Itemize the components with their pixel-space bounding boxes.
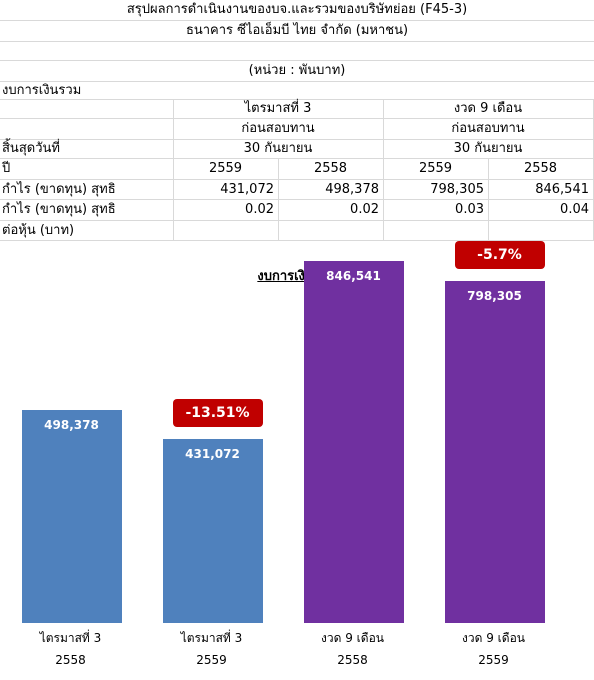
net-profit-label[interactable]: กำไร (ขาดทุน) สุทธิ (2, 182, 116, 197)
chart-bar[interactable]: 846,541 (303, 260, 404, 623)
sheet-title[interactable]: สรุปผลการดำเนินงานของบจ.และรวมของบริษัทย… (126, 2, 468, 17)
sheet-row-ending: สิ้นสุดวันที่ 30 กันยายน 30 กันยายน (0, 140, 594, 159)
sheet-row-title1: สรุปผลการดำเนินงานของบจ.และรวมของบริษัทย… (0, 0, 594, 21)
unit-label[interactable]: (หน่วย : พันบาท) (248, 63, 346, 78)
year-label[interactable]: ปี (2, 161, 11, 176)
sheet-row-title2: ธนาคาร ซีไอเอ็มบี ไทย จำกัด (มหาชน) (0, 21, 594, 42)
net-profit-chart[interactable]: งบการเงินรวม 498,378 ไตรมาสที่ 3 2558 431,0… (0, 241, 594, 680)
year-cell[interactable]: 2558 (313, 161, 348, 176)
x-tick-label: งวด 9 เดือน (321, 631, 384, 645)
company-name[interactable]: ธนาคาร ซีไอเอ็มบี ไทย จำกัด (มหาชน) (185, 23, 409, 38)
period-quarter[interactable]: ไตรมาสที่ 3 (244, 101, 312, 116)
sheet-row-eps: กำไร (ขาดทุน) สุทธิ 0.02 0.02 0.03 0.04 (0, 200, 594, 221)
bar-value-label: 798,305 (467, 289, 522, 304)
sheet-row-empty (0, 42, 594, 61)
eps-label[interactable]: กำไร (ขาดทุน) สุทธิ (2, 202, 116, 217)
section-label[interactable]: งบการเงินรวม (2, 83, 82, 98)
x-tick-label: ไตรมาสที่ 3 (39, 631, 102, 645)
change-badge: -5.7% (454, 241, 545, 270)
year-cell[interactable]: 2559 (418, 161, 453, 176)
audit-9months[interactable]: ก่อนสอบทาน (451, 121, 525, 136)
net-profit-cell[interactable]: 498,378 (325, 182, 379, 197)
bar-value-label: 431,072 (185, 446, 240, 461)
eps-unit-label[interactable]: ต่อหุ้น (บาท) (2, 223, 75, 238)
x-tick-label: 2558 (55, 653, 86, 667)
bar-value-label: 498,378 (44, 417, 99, 432)
eps-cell[interactable]: 0.03 (455, 202, 484, 217)
sheet-row-years: ปี 2559 2558 2559 2558 (0, 159, 594, 180)
bar-value-label: 846,541 (326, 268, 381, 283)
audit-quarter[interactable]: ก่อนสอบทาน (241, 121, 315, 136)
year-cell[interactable]: 2559 (208, 161, 243, 176)
sheet-row-section: งบการเงินรวม (0, 82, 594, 100)
ending-label[interactable]: สิ้นสุดวันที่ (2, 141, 60, 156)
sheet-row-periods: ไตรมาสที่ 3 งวด 9 เดือน (0, 100, 594, 119)
chart-bar[interactable]: 498,378 (21, 409, 122, 623)
ending-9months[interactable]: 30 กันยายน (453, 141, 523, 156)
net-profit-cell[interactable]: 798,305 (430, 182, 484, 197)
chart-bar[interactable]: 431,072 (162, 438, 263, 623)
sheet-row-eps-unit: ต่อหุ้น (บาท) (0, 221, 594, 241)
sheet-row-unit: (หน่วย : พันบาท) (0, 61, 594, 82)
period-9months[interactable]: งวด 9 เดือน (453, 101, 523, 116)
x-tick-label: 2559 (196, 653, 227, 667)
sheet-row-net-profit: กำไร (ขาดทุน) สุทธิ 431,072 498,378 798,… (0, 180, 594, 200)
x-tick-label: ไตรมาสที่ 3 (180, 631, 243, 645)
eps-cell[interactable]: 0.02 (350, 202, 379, 217)
x-tick-label: 2559 (478, 653, 509, 667)
ending-quarter[interactable]: 30 กันยายน (243, 141, 313, 156)
sheet-row-audit: ก่อนสอบทาน ก่อนสอบทาน (0, 119, 594, 140)
eps-cell[interactable]: 0.02 (245, 202, 274, 217)
year-cell[interactable]: 2558 (523, 161, 558, 176)
x-tick-label: งวด 9 เดือน (462, 631, 525, 645)
x-tick-label: 2558 (337, 653, 368, 667)
net-profit-cell[interactable]: 431,072 (220, 182, 274, 197)
spreadsheet: สรุปผลการดำเนินงานของบจ.และรวมของบริษัทย… (0, 0, 594, 250)
eps-cell[interactable]: 0.04 (560, 202, 589, 217)
chart-bar[interactable]: 798,305 (444, 281, 545, 623)
change-badge: -13.51% (172, 398, 263, 427)
net-profit-cell[interactable]: 846,541 (535, 182, 589, 197)
